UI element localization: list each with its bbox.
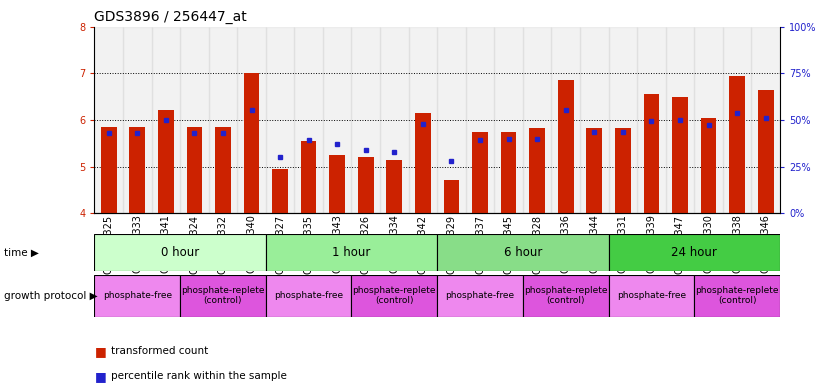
Bar [666, 27, 695, 213]
Bar [751, 27, 780, 213]
Bar [152, 27, 180, 213]
Bar [672, 97, 688, 213]
Bar [409, 27, 438, 213]
Bar [237, 27, 266, 213]
Text: phosphate-replete
(control): phosphate-replete (control) [352, 286, 436, 305]
Bar [586, 128, 602, 213]
Bar [729, 76, 745, 213]
Bar [695, 27, 722, 213]
Bar [644, 94, 659, 213]
Bar [387, 160, 402, 213]
Bar [101, 127, 117, 213]
Bar [552, 27, 580, 213]
Bar [466, 27, 494, 213]
Text: phosphate-free: phosphate-free [103, 291, 172, 300]
Bar [523, 275, 608, 317]
Bar [358, 157, 374, 213]
Bar [438, 275, 523, 317]
Text: 0 hour: 0 hour [161, 246, 200, 259]
Bar [608, 27, 637, 213]
Text: phosphate-replete
(control): phosphate-replete (control) [524, 286, 608, 305]
Bar [180, 27, 209, 213]
Bar [557, 80, 574, 213]
Bar [123, 27, 152, 213]
Bar [700, 118, 717, 213]
Bar [472, 132, 488, 213]
Bar [300, 141, 317, 213]
Bar [523, 27, 552, 213]
Text: phosphate-free: phosphate-free [446, 291, 515, 300]
Bar [615, 128, 631, 213]
Text: growth protocol ▶: growth protocol ▶ [4, 291, 98, 301]
Bar [494, 27, 523, 213]
Bar [608, 275, 695, 317]
Text: 1 hour: 1 hour [333, 246, 370, 259]
Bar [130, 127, 145, 213]
Bar [295, 27, 323, 213]
Text: ■: ■ [94, 345, 106, 358]
Bar [637, 27, 666, 213]
Bar [722, 27, 751, 213]
Text: phosphate-free: phosphate-free [617, 291, 686, 300]
Bar [215, 127, 231, 213]
Bar [608, 234, 780, 271]
Text: phosphate-replete
(control): phosphate-replete (control) [181, 286, 264, 305]
Bar [380, 27, 409, 213]
Bar [94, 275, 180, 317]
Bar [94, 27, 123, 213]
Text: time ▶: time ▶ [4, 247, 39, 258]
Bar [158, 110, 174, 213]
Text: phosphate-free: phosphate-free [274, 291, 343, 300]
Bar [323, 27, 351, 213]
Bar [351, 27, 380, 213]
Bar [530, 128, 545, 213]
Bar [273, 169, 288, 213]
Bar [580, 27, 608, 213]
Text: transformed count: transformed count [111, 346, 208, 356]
Text: 6 hour: 6 hour [504, 246, 542, 259]
Bar [501, 132, 516, 213]
Bar [351, 275, 437, 317]
Bar [329, 155, 345, 213]
Text: 24 hour: 24 hour [672, 246, 718, 259]
Text: ■: ■ [94, 370, 106, 383]
Text: phosphate-replete
(control): phosphate-replete (control) [695, 286, 779, 305]
Bar [266, 27, 295, 213]
Bar [415, 113, 431, 213]
Bar [438, 234, 608, 271]
Bar [94, 234, 266, 271]
Bar [244, 73, 259, 213]
Text: GDS3896 / 256447_at: GDS3896 / 256447_at [94, 10, 247, 23]
Text: percentile rank within the sample: percentile rank within the sample [111, 371, 287, 381]
Bar [186, 127, 202, 213]
Bar [266, 275, 351, 317]
Bar [180, 275, 266, 317]
Bar [209, 27, 237, 213]
Bar [266, 234, 438, 271]
Bar [438, 27, 466, 213]
Bar [443, 180, 459, 213]
Bar [758, 90, 773, 213]
Bar [695, 275, 780, 317]
